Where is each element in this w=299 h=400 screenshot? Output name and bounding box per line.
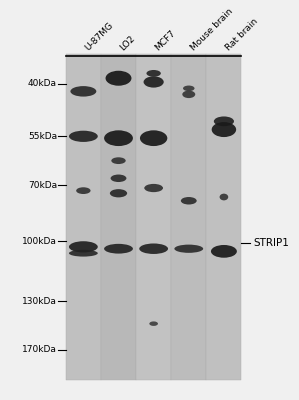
Ellipse shape <box>106 71 132 86</box>
Text: 130kDa: 130kDa <box>22 297 57 306</box>
Ellipse shape <box>219 194 228 200</box>
Ellipse shape <box>214 116 234 126</box>
FancyBboxPatch shape <box>101 54 136 380</box>
Text: MCF7: MCF7 <box>154 28 178 52</box>
Ellipse shape <box>174 245 203 253</box>
Ellipse shape <box>139 244 168 254</box>
Text: STRIP1: STRIP1 <box>253 238 289 248</box>
Ellipse shape <box>182 90 195 98</box>
Ellipse shape <box>144 76 164 88</box>
Ellipse shape <box>69 250 98 256</box>
Text: 170kDa: 170kDa <box>22 345 57 354</box>
Ellipse shape <box>183 86 195 91</box>
Ellipse shape <box>140 130 167 146</box>
FancyBboxPatch shape <box>171 54 206 380</box>
Ellipse shape <box>70 86 96 96</box>
Ellipse shape <box>104 244 133 254</box>
Text: 100kDa: 100kDa <box>22 237 57 246</box>
Ellipse shape <box>147 70 161 77</box>
FancyBboxPatch shape <box>66 54 101 380</box>
FancyBboxPatch shape <box>136 54 171 380</box>
FancyBboxPatch shape <box>66 54 242 380</box>
Ellipse shape <box>149 322 158 326</box>
Text: Mouse brain: Mouse brain <box>189 6 234 52</box>
Ellipse shape <box>211 245 237 258</box>
Text: 55kDa: 55kDa <box>28 132 57 141</box>
Text: U-87MG: U-87MG <box>83 20 115 52</box>
Ellipse shape <box>69 131 98 142</box>
Text: 70kDa: 70kDa <box>28 180 57 190</box>
Ellipse shape <box>212 122 236 137</box>
Ellipse shape <box>76 187 91 194</box>
Ellipse shape <box>181 197 197 204</box>
FancyBboxPatch shape <box>206 54 242 380</box>
Text: Rat brain: Rat brain <box>224 16 260 52</box>
Text: 40kDa: 40kDa <box>28 79 57 88</box>
Ellipse shape <box>111 157 126 164</box>
Ellipse shape <box>104 130 133 146</box>
Ellipse shape <box>69 241 98 252</box>
Ellipse shape <box>144 184 163 192</box>
Text: LO2: LO2 <box>118 34 137 52</box>
Ellipse shape <box>111 174 126 182</box>
Ellipse shape <box>110 189 127 197</box>
